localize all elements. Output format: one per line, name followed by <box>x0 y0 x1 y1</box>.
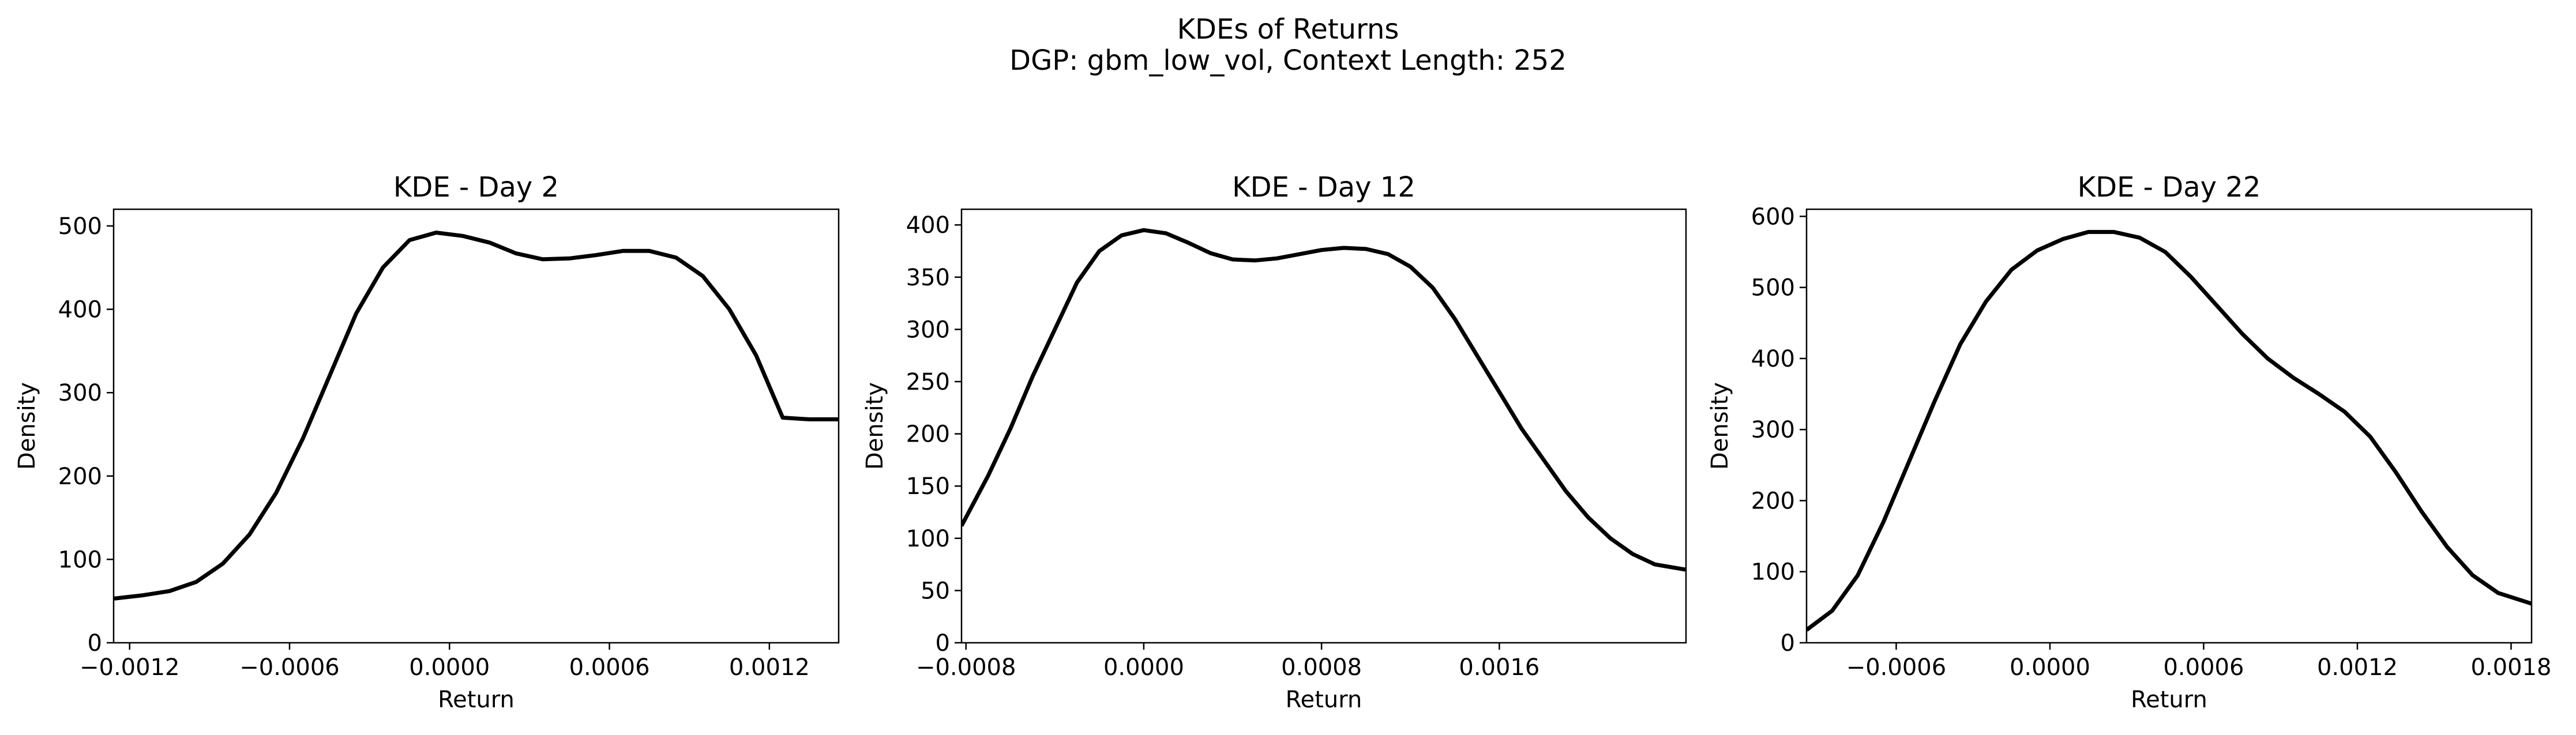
kde-day-2-kde-line-0 <box>114 231 839 601</box>
kde-day-2-x-tick-label: 0.0012 <box>729 654 810 681</box>
kde-day-2-x-tick-label: 0.0006 <box>569 654 650 681</box>
kde-day-12-title: KDE - Day 12 <box>1232 171 1415 203</box>
kde-day-12-y-tick-label: 400 <box>906 212 950 239</box>
kde-day-12-panel: −0.0008 0.0000 0.0008 0.0016 0 50 100 150 200 250… <box>862 171 1687 713</box>
kde-day-22-y-tick-label: 600 <box>1751 203 1795 230</box>
kde-day-22-panel: −0.0006 0.0000 0.0006 0.0012 0.0018 0 100 200 30… <box>1707 171 2551 713</box>
kde-day-22-y-tick-label: 0 <box>1781 630 1795 657</box>
kde-day-2-y-tick-label: 300 <box>58 380 102 406</box>
kde-day-12-y-tick-label: 50 <box>921 578 950 604</box>
kde-day-2-title: KDE - Day 2 <box>393 171 559 203</box>
kde-day-22-axes-frame <box>1805 208 2533 644</box>
kde-day-12-y-tick-label: 250 <box>906 369 950 395</box>
kde-day-2-x-tick-label: −0.0012 <box>80 654 179 681</box>
kde-day-12-x-tick-label: 0.0016 <box>1459 654 1539 681</box>
kde-day-12-x-tick-label: 0.0000 <box>1103 654 1184 681</box>
kde-day-2-y-tick-label: 0 <box>88 630 102 657</box>
kde-day-2-x-tick-label: 0.0000 <box>409 654 490 681</box>
kde-day-22-kde-line-0 <box>1807 229 2532 632</box>
kde-day-22-y-tick-label: 200 <box>1751 488 1795 514</box>
kde-day-12-x-tick-label: 0.0008 <box>1281 654 1362 681</box>
kde-day-22-x-tick-label: 0.0000 <box>2010 654 2090 681</box>
kde-day-12-y-tick-label: 200 <box>906 421 950 448</box>
kde-day-22-y-tick-label: 500 <box>1751 275 1795 301</box>
kde-day-12-y-tick-label: 300 <box>906 316 950 343</box>
kde-day-22-y-axis-label: Density <box>1707 382 1733 470</box>
kde-day-12-y-axis-label: Density <box>862 382 888 470</box>
kde-day-2-y-tick-label: 400 <box>58 297 102 323</box>
kde-day-12-y-tick-label: 350 <box>906 265 950 291</box>
kde-day-12-y-tick-label: 0 <box>936 630 950 657</box>
kde-day-22-y-tick-label: 100 <box>1751 559 1795 586</box>
kde-day-12-y-tick-label: 150 <box>906 473 950 500</box>
kde-day-22-y-tick-label: 300 <box>1751 417 1795 443</box>
kde-day-2-y-tick-label: 200 <box>58 463 102 490</box>
kde-day-2-y-axis-label: Density <box>14 382 40 470</box>
figure-subtitle: DGP: gbm_low_vol, Context Length: 252 <box>1009 44 1567 77</box>
kde-day-12-y-tick-label: 100 <box>906 526 950 552</box>
figure-title: KDEs of Returns <box>1177 13 1399 46</box>
kde-day-12-x-axis-label: Return <box>1286 687 1362 713</box>
kde-day-2-x-tick-label: −0.0006 <box>239 654 339 681</box>
kde-day-22-x-tick-label: −0.0006 <box>1846 654 1946 681</box>
kde-day-22-title: KDE - Day 22 <box>2078 171 2261 203</box>
kde-day-12-axes-frame <box>960 208 1687 644</box>
kde-day-2-x-axis-label: Return <box>438 687 515 713</box>
kde-day-2-y-tick-label: 500 <box>58 213 102 240</box>
kde-day-2-panel: −0.0012 −0.0006 0.0000 0.0006 0.0012 0 100 200 3… <box>14 171 840 713</box>
kde-day-2-axes-frame <box>112 208 840 644</box>
kde-day-12-x-tick-label: −0.0008 <box>916 654 1016 681</box>
kde-day-2-y-tick-label: 100 <box>58 546 102 573</box>
kde-day-22-x-axis-label: Return <box>2131 687 2207 713</box>
kde-day-22-y-tick-label: 400 <box>1751 346 1795 372</box>
kde-day-12-kde-line-0 <box>962 228 1686 572</box>
kde-day-22-x-tick-label: 0.0006 <box>2163 654 2244 681</box>
kde-day-22-x-tick-label: 0.0012 <box>2317 654 2398 681</box>
kde-day-22-x-tick-label: 0.0018 <box>2470 654 2551 681</box>
